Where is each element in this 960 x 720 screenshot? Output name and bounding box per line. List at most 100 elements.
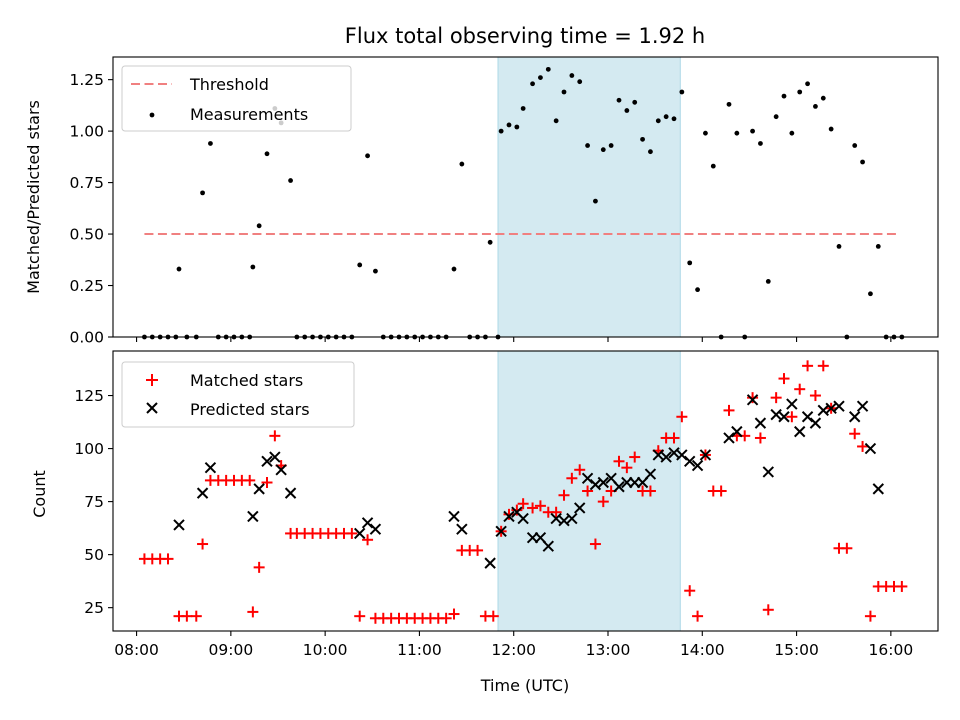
measurement-point-49 <box>506 122 512 128</box>
predicted-star-point-40 <box>691 459 704 472</box>
measurement-point-59 <box>585 143 590 148</box>
measurement-point-51 <box>520 106 526 111</box>
measurement-point-46 <box>487 239 493 245</box>
predicted-star-point-9 <box>354 527 366 540</box>
measurement-point-78 <box>734 130 740 136</box>
measurement-point-93 <box>852 143 858 148</box>
matched-star-point-16 <box>261 477 273 489</box>
measurement-point-90 <box>828 126 834 132</box>
measurement-point-64 <box>624 108 630 113</box>
legend-predicted-label: Predicted stars <box>190 400 310 419</box>
measurement-point-48 <box>498 128 504 134</box>
matched-star-point-69 <box>676 411 688 423</box>
measurement-point-62 <box>608 143 614 148</box>
predicted-star-point-48 <box>778 411 790 423</box>
predicted-star-point-11 <box>369 523 382 535</box>
matched-star-point-43 <box>472 544 484 556</box>
measurement-point-68 <box>655 118 661 124</box>
matched-star-point-92 <box>857 440 869 452</box>
measurement-point-65 <box>632 99 638 105</box>
matched-star-point-85 <box>802 360 814 372</box>
matched-star-point-83 <box>786 411 798 423</box>
predicted-star-point-58 <box>864 442 877 455</box>
predicted-star-point-1 <box>196 487 209 499</box>
bottom-axes: 08:00 09:00 10:00 11:00 12:00 13:00 14:00 15:00… <box>30 350 939 695</box>
star-count-points <box>138 360 908 624</box>
bottom-y-axis-label: Count <box>30 470 49 518</box>
predicted-star-point-55 <box>833 400 845 412</box>
top-y-tick-label-5: 1.25 <box>69 71 104 89</box>
x-tick-label-3: 11:00 <box>397 641 442 659</box>
measurement-point-80 <box>750 128 755 134</box>
bottom-y-tick-label-2: 75 <box>84 493 104 511</box>
bottom-y-ticks: 25 50 75 100 125 <box>74 387 113 617</box>
predicted-star-point-10 <box>361 517 374 529</box>
measurement-point-84 <box>781 93 787 99</box>
legend-measurements-label: Measurements <box>190 105 308 124</box>
top-x-ticks <box>136 337 892 342</box>
bottom-axes-frame <box>112 350 939 632</box>
matched-star-point-50 <box>527 502 539 514</box>
predicted-star-point-46 <box>762 466 774 478</box>
measurement-point-70 <box>671 116 677 122</box>
matched-star-point-58 <box>589 538 601 550</box>
measurement-point-52 <box>530 81 535 87</box>
matched-star-point-75 <box>723 404 735 416</box>
matched-star-point-79 <box>754 432 766 444</box>
matched-star-point-17 <box>269 430 281 442</box>
matched-star-point-56 <box>574 464 586 476</box>
matched-star-point-15 <box>253 561 265 573</box>
measurement-point-63 <box>616 97 622 103</box>
matched-star-point-74 <box>715 485 727 497</box>
measurement-point-50 <box>514 124 520 130</box>
top-shaded-region <box>497 56 681 338</box>
measurement-point-8 <box>200 190 205 196</box>
measurement-point-95 <box>868 291 873 297</box>
x-tick-label-5: 13:00 <box>586 641 631 659</box>
measurement-point-66 <box>640 136 645 142</box>
predicted-star-point-41 <box>699 449 712 461</box>
measurement-point-69 <box>663 114 669 120</box>
measurement-point-85 <box>789 130 795 136</box>
x-tick-label-2: 10:00 <box>303 641 348 659</box>
measurement-point-55 <box>553 118 559 124</box>
matched-star-point-49 <box>517 498 529 510</box>
predicted-star-point-52 <box>809 417 822 429</box>
predicted-star-point-21 <box>542 540 554 552</box>
measurement-point-20 <box>288 178 293 183</box>
matched-star-point-51 <box>534 500 546 512</box>
top-y-ticks: 0.00 0.25 0.50 0.75 1.00 1.25 <box>69 71 113 347</box>
matched-star-point-45 <box>487 610 499 622</box>
legend-predicted-swatch <box>146 402 158 414</box>
predicted-star-point-16 <box>503 510 515 523</box>
measurement-point-89 <box>820 95 826 101</box>
predicted-star-point-12 <box>448 510 460 523</box>
predicted-star-point-5 <box>261 455 273 468</box>
x-axis-label: Time (UTC) <box>480 676 569 695</box>
predicted-star-point-42 <box>723 432 735 444</box>
predicted-star-point-8 <box>284 487 297 499</box>
measurement-point-56 <box>561 89 567 95</box>
matched-star-point-82 <box>778 373 790 385</box>
legend-matched-swatch <box>146 374 158 386</box>
measurement-point-74 <box>703 130 708 136</box>
measurement-point-75 <box>710 163 716 169</box>
predicted-star-point-0 <box>173 519 185 531</box>
matched-star-point-57 <box>582 485 594 497</box>
matched-star-point-29 <box>362 534 374 546</box>
measurement-point-96 <box>875 244 881 249</box>
bottom-x-ticks: 08:00 09:00 10:00 11:00 12:00 13:00 14:00 15:00… <box>114 631 913 659</box>
predicted-star-point-43 <box>731 425 743 438</box>
x-tick-label-4: 12:00 <box>491 641 536 659</box>
measurement-point-9 <box>208 141 213 146</box>
matched-star-point-84 <box>794 383 806 395</box>
matched-star-point-61 <box>613 455 625 467</box>
predicted-star-point-57 <box>856 400 869 412</box>
measurement-point-87 <box>805 81 810 87</box>
predicted-star-point-59 <box>872 483 884 495</box>
legend-threshold-label: Threshold <box>189 75 269 94</box>
measurement-point-30 <box>365 153 370 159</box>
bottom-y-tick-label-1: 50 <box>84 546 104 564</box>
measurement-point-86 <box>797 89 803 95</box>
measurement-point-57 <box>569 73 575 78</box>
